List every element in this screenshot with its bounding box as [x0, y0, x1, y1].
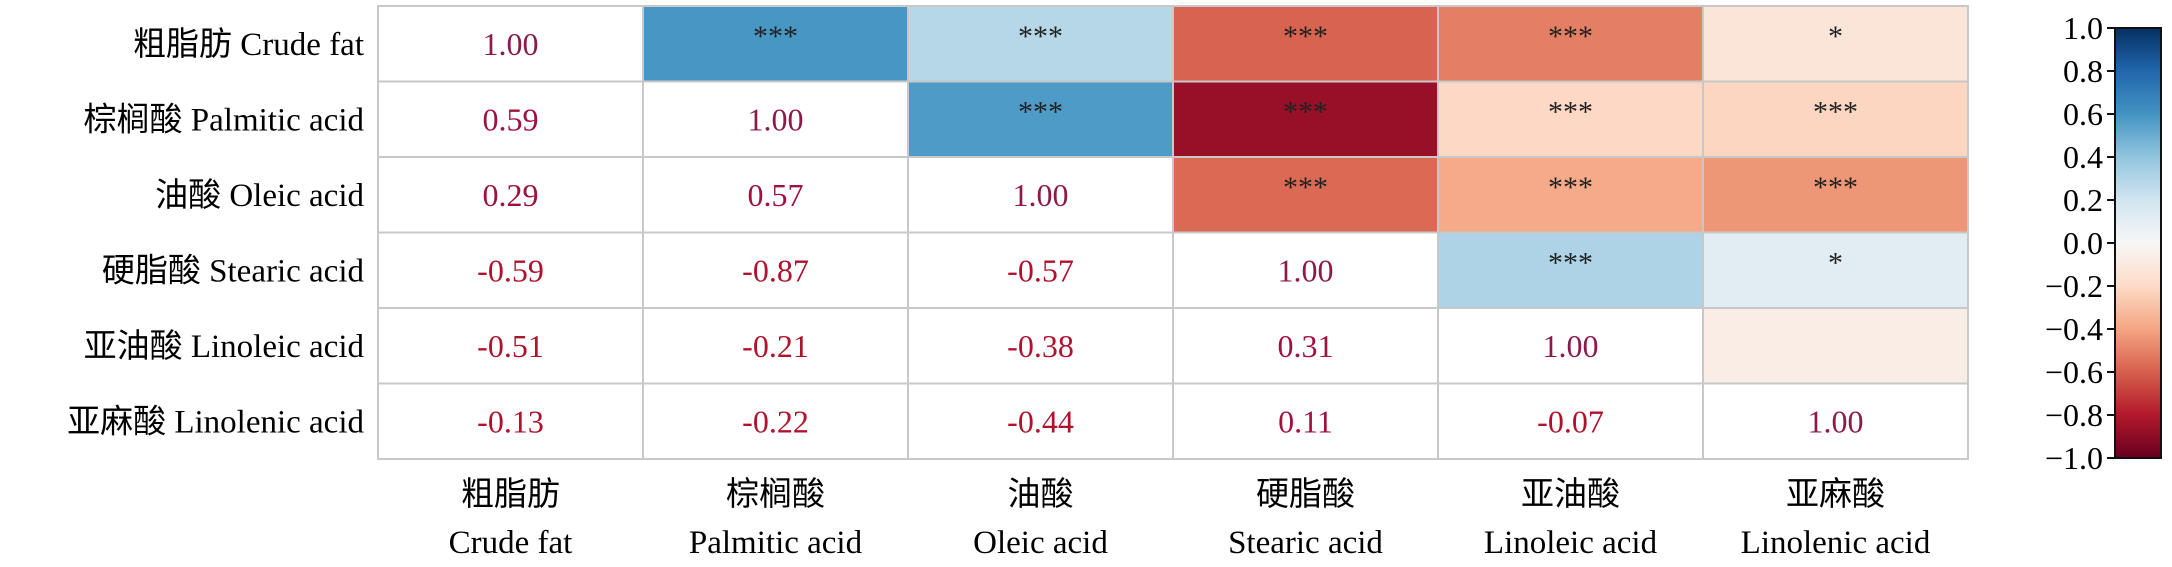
- heatmap-cell-labels: 1.00 *** *** *** *** *0.59 1.00 *** *** *** ***0.2…: [477, 20, 1863, 440]
- heatmap-cell-r3-c0: [377, 231, 644, 309]
- colorbar: 1.0 0.8 0.6 0.4 0.2 0.0 −0.2 −0.4 −0.6 −0.8 −1.0: [2045, 10, 2162, 476]
- column-label-en: Oleic acid: [973, 525, 1108, 561]
- heatmap-cell-r5-c5: [1702, 382, 1969, 460]
- heatmap-cell-r4-c0: [377, 307, 644, 385]
- correlation-value: 1.00: [483, 26, 539, 62]
- colorbar-gradient: [2114, 27, 2162, 459]
- heatmap-cell-r5-c1: [642, 382, 909, 460]
- column-label-en: Stearic acid: [1228, 525, 1383, 561]
- heatmap-cell-r4-c4: [1437, 307, 1704, 385]
- significance-marker: *: [1828, 20, 1843, 53]
- heatmap-cell-r2-c3: [1172, 156, 1439, 234]
- colorbar-ticks: 1.0 0.8 0.6 0.4 0.2 0.0 −0.2 −0.4 −0.6 −0.8 −1.0: [2045, 10, 2115, 476]
- colorbar-tick-label: 0.4: [2063, 139, 2103, 175]
- row-labels: 粗脂肪 Crude fat 棕榈酸 Palmitic acid 油酸 Oleic a…: [67, 26, 364, 441]
- column-label-zh: 亚油酸: [1521, 476, 1620, 513]
- significance-marker: ***: [1018, 20, 1063, 53]
- column-label-en: Crude fat: [449, 525, 573, 561]
- row-label: 硬脂酸 Stearic acid: [102, 252, 365, 289]
- column-label-en: Linoleic acid: [1484, 525, 1658, 561]
- row-label: 粗脂肪 Crude fat: [133, 26, 364, 63]
- column-label-zh: 油酸: [1008, 476, 1074, 513]
- correlation-value: 1.00: [748, 101, 804, 137]
- heatmap-cell-r0-c1: [642, 5, 909, 83]
- correlation-value: -0.07: [1537, 403, 1604, 439]
- heatmap-cell-r0-c2: [907, 5, 1174, 83]
- correlation-value: 0.31: [1278, 328, 1334, 364]
- correlation-value: 0.29: [483, 177, 539, 213]
- column-label-en: Linolenic acid: [1741, 525, 1931, 561]
- column-label-en: Palmitic acid: [689, 525, 863, 561]
- correlation-value: -0.59: [477, 252, 544, 288]
- heatmap-cell-r3-c3: [1172, 231, 1439, 309]
- correlation-value: 1.00: [1543, 328, 1599, 364]
- correlation-value: -0.22: [742, 403, 809, 439]
- column-label-zh: 棕榈酸: [726, 476, 825, 513]
- colorbar-tick-label: −0.6: [2045, 354, 2103, 390]
- heatmap-cell-r3-c2: [907, 231, 1174, 309]
- significance-marker: ***: [1813, 171, 1858, 204]
- colorbar-tick-label: 0.2: [2063, 182, 2103, 218]
- heatmap-cell-r0-c5: [1702, 5, 1969, 83]
- significance-marker: ***: [1548, 171, 1593, 204]
- column-label-zh: 硬脂酸: [1256, 476, 1355, 513]
- correlation-value: 1.00: [1278, 252, 1334, 288]
- colorbar-tick-label: 0.0: [2063, 225, 2103, 261]
- heatmap-cell-r1-c5: [1702, 80, 1969, 158]
- colorbar-tick-label: −0.4: [2045, 311, 2103, 347]
- colorbar-tick-label: 0.6: [2063, 96, 2103, 132]
- significance-marker: ***: [1548, 246, 1593, 279]
- significance-marker: ***: [1283, 95, 1328, 128]
- row-label: 亚麻酸 Linolenic acid: [67, 403, 364, 440]
- significance-marker: ***: [1283, 20, 1328, 53]
- heatmap-cell-r4-c3: [1172, 307, 1439, 385]
- column-label-zh: 亚麻酸: [1786, 476, 1885, 513]
- significance-marker: ***: [1548, 95, 1593, 128]
- heatmap-cell-r3-c1: [642, 231, 909, 309]
- heatmap-cell-r4-c5: [1702, 307, 1969, 385]
- significance-marker: ***: [1813, 95, 1858, 128]
- heatmap-cells: [377, 5, 1969, 460]
- colorbar-tick-label: −0.2: [2045, 268, 2103, 304]
- significance-marker: ***: [753, 20, 798, 53]
- correlation-value: 1.00: [1013, 177, 1069, 213]
- correlation-value: 1.00: [1808, 403, 1864, 439]
- colorbar-tick-label: 0.8: [2063, 53, 2103, 89]
- significance-marker: ***: [1018, 95, 1063, 128]
- heatmap-cell-r3-c4: [1437, 231, 1704, 309]
- correlation-value: -0.38: [1007, 328, 1074, 364]
- correlation-value: -0.44: [1007, 403, 1074, 439]
- significance-marker: ***: [1548, 20, 1593, 53]
- colorbar-tick-label: −0.8: [2045, 397, 2103, 433]
- heatmap-cell-r1-c3: [1172, 80, 1439, 158]
- significance-marker: ***: [1283, 171, 1328, 204]
- heatmap-cell-r2-c5: [1702, 156, 1969, 234]
- row-label: 油酸 Oleic acid: [155, 177, 364, 214]
- correlation-value: 0.11: [1278, 403, 1333, 439]
- correlation-value: -0.51: [477, 328, 544, 364]
- correlation-value: -0.87: [742, 252, 809, 288]
- correlation-value: -0.21: [742, 328, 809, 364]
- heatmap-cell-r0-c0: [377, 5, 644, 83]
- correlation-value: -0.13: [477, 403, 544, 439]
- heatmap-cell-r5-c4: [1437, 382, 1704, 460]
- significance-marker: *: [1828, 246, 1843, 279]
- correlation-value: -0.57: [1007, 252, 1074, 288]
- colorbar-tick-label: −1.0: [2045, 440, 2103, 476]
- heatmap-cell-r3-c5: [1702, 231, 1969, 309]
- correlation-value: 0.57: [748, 177, 804, 213]
- colorbar-tick-label: 1.0: [2063, 10, 2103, 46]
- heatmap-cell-r1-c1: [642, 80, 909, 158]
- row-label: 亚油酸 Linoleic acid: [84, 328, 365, 365]
- correlation-value: 0.59: [483, 101, 539, 137]
- row-label: 棕榈酸 Palmitic acid: [84, 101, 365, 138]
- heatmap-cell-r2-c4: [1437, 156, 1704, 234]
- column-labels: 粗脂肪 Crude fat 棕榈酸 Palmitic acid 油酸 Oleic acid…: [449, 476, 1931, 561]
- column-label-zh: 粗脂肪: [461, 476, 560, 513]
- heatmap-cell-r4-c2: [907, 307, 1174, 385]
- heatmap-cell-r2-c1: [642, 156, 909, 234]
